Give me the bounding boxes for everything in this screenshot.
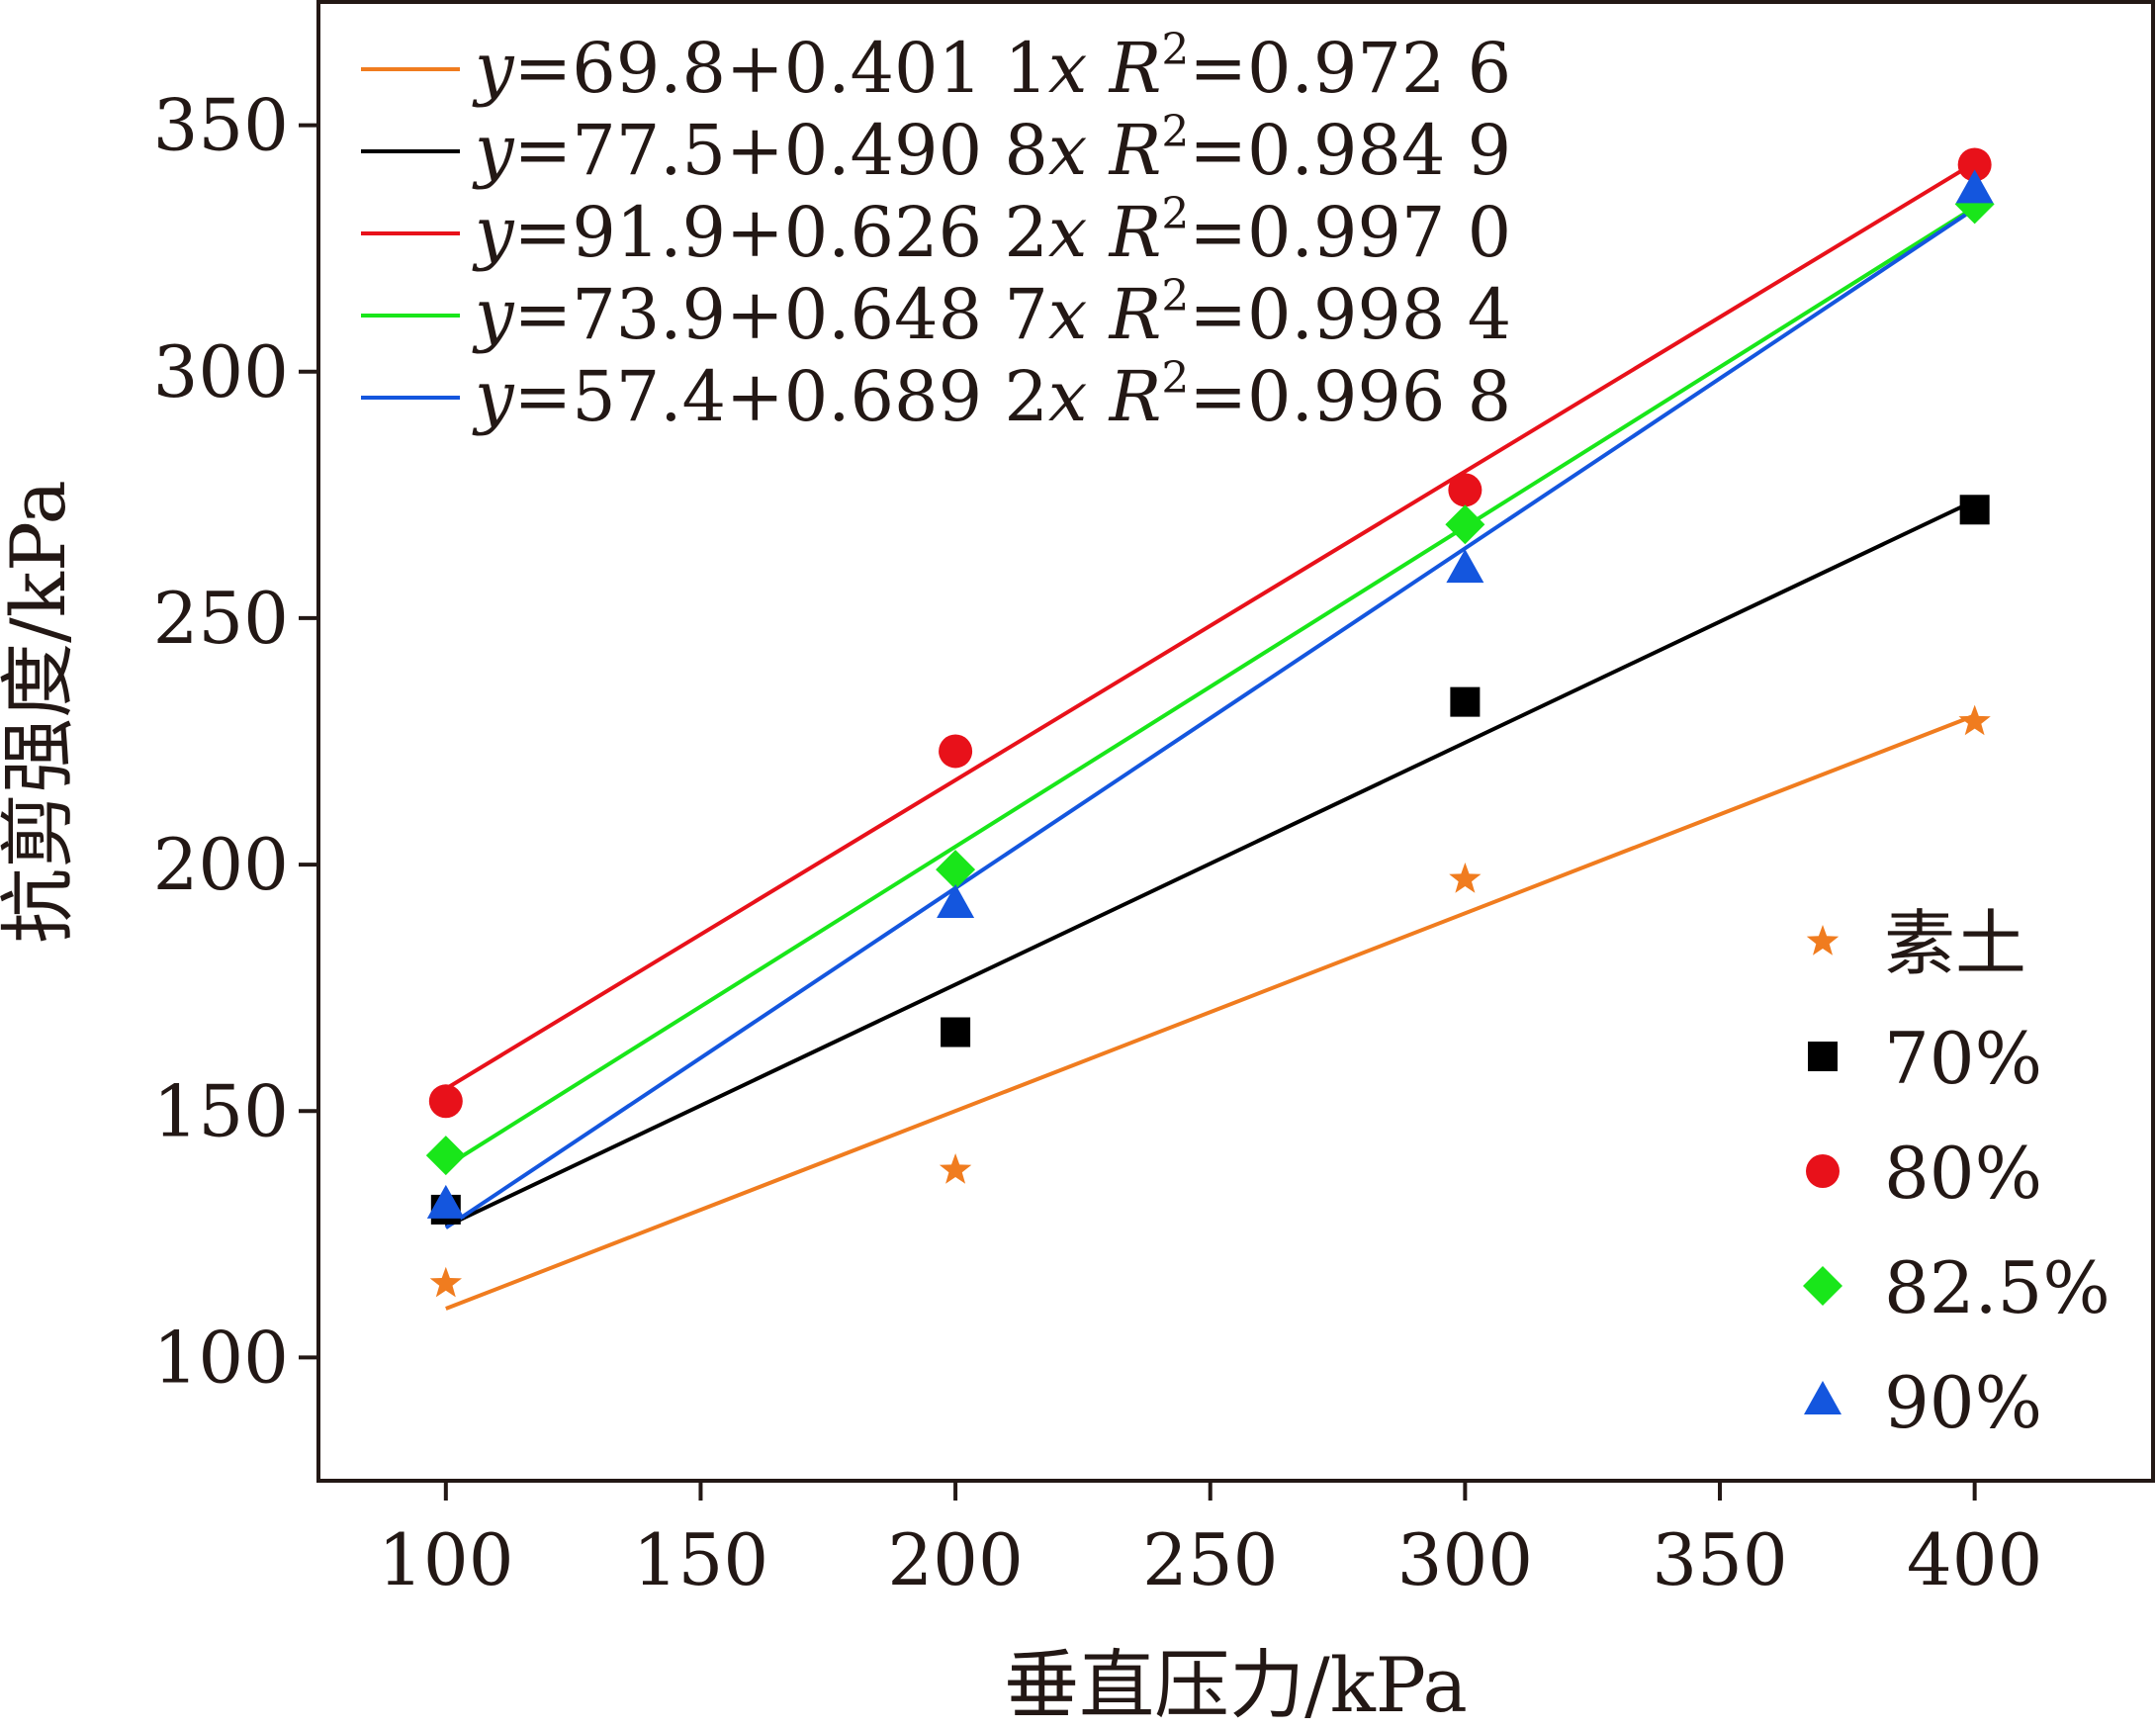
equation-part: 2	[1161, 271, 1189, 321]
equation-part: =69.8+0.401 1	[514, 28, 1048, 109]
equation-part: x	[1048, 274, 1087, 355]
data-point	[428, 1084, 463, 1119]
equation-part: =91.9+0.626 2	[514, 192, 1048, 273]
data-point	[1450, 686, 1481, 717]
equation-part: x	[1048, 192, 1087, 273]
equation-part: x	[1048, 110, 1087, 191]
equation-part: y	[472, 356, 515, 437]
equation-part: =0.996 8	[1189, 356, 1511, 437]
data-point	[1445, 504, 1485, 545]
y-axis-label: 抗剪强度/kPa	[0, 480, 82, 944]
fit-line	[444, 207, 1976, 1229]
equation-part	[1087, 192, 1109, 273]
series-legend: 素土 70% 80% 82.5% 90%	[1803, 902, 2111, 1444]
plot-frame	[316, 0, 2155, 1483]
equation-part: 2	[1161, 353, 1189, 404]
x-tick-label: 350	[1652, 1518, 1787, 1601]
y-tick-label: 150	[153, 1069, 289, 1152]
equation-part: R	[1108, 356, 1162, 437]
fit-line	[444, 160, 1976, 1091]
legend-marker	[1808, 1042, 1838, 1071]
legend-marker	[1806, 925, 1840, 956]
x-axis-label: 垂直压力/kPa	[1004, 1641, 1468, 1729]
data-point	[425, 1136, 466, 1176]
data-point	[939, 1153, 972, 1184]
y-tick-label: 250	[153, 577, 289, 660]
equation-part	[1087, 110, 1109, 191]
y-tick-label: 100	[153, 1316, 289, 1399]
y-tick-label: 300	[153, 330, 289, 413]
data-point	[937, 883, 975, 918]
y-axis-ticks: 100 150 200 250 300 350	[153, 84, 318, 1399]
equation-part: =57.4+0.689 2	[514, 356, 1048, 437]
x-tick-label: 400	[1907, 1518, 2042, 1601]
x-tick-label: 100	[378, 1518, 513, 1601]
x-tick-label: 250	[1142, 1518, 1278, 1601]
equation-part: R	[1108, 274, 1162, 355]
data-point	[936, 850, 976, 890]
equation-part: =77.5+0.490 8	[514, 110, 1048, 191]
equation-part: R	[1108, 28, 1162, 109]
equation-part: y	[472, 274, 515, 355]
fit-line	[444, 205, 1976, 1168]
x-tick-label: 200	[887, 1518, 1023, 1601]
data-point	[1448, 473, 1482, 507]
data-point	[1955, 169, 1994, 204]
equation-part: y	[472, 192, 515, 273]
data-point	[1449, 863, 1482, 893]
equation-part: =0.984 9	[1189, 110, 1511, 191]
fit-line	[445, 713, 1976, 1311]
equation-part: y	[472, 28, 515, 109]
equation-part: 2	[1161, 25, 1189, 75]
fit-lines	[444, 160, 1976, 1311]
equation-part: R	[1108, 110, 1162, 191]
equation-part: x	[1048, 356, 1087, 437]
fit-equation: y=73.9+0.648 7x R2=0.998 4	[472, 271, 1511, 355]
x-tick-label: 150	[633, 1518, 768, 1601]
legend-label: 82.5%	[1884, 1246, 2111, 1329]
legend-label: 70%	[1884, 1017, 2042, 1100]
equation-part: y	[472, 110, 515, 191]
legend-label: 90%	[1884, 1361, 2042, 1444]
legend-label: 80%	[1884, 1132, 2042, 1215]
equation-part: =0.972 6	[1189, 28, 1511, 109]
equation-part: =0.997 0	[1189, 192, 1511, 273]
equation-part: 2	[1161, 189, 1189, 239]
fit-line	[444, 499, 1976, 1229]
equation-part: =0.998 4	[1189, 274, 1511, 355]
legend-marker	[1803, 1266, 1842, 1306]
fit-equation: y=91.9+0.626 2x R2=0.997 0	[472, 189, 1511, 273]
equation-part: x	[1048, 28, 1087, 109]
legend-marker	[1806, 1154, 1840, 1188]
data-point	[1957, 147, 1992, 182]
legend-marker	[1804, 1381, 1842, 1414]
equation-part: R	[1108, 192, 1162, 273]
equation-part	[1087, 356, 1109, 437]
data-point	[1446, 549, 1484, 584]
data-point	[939, 734, 973, 769]
fit-equation-legend: y=69.8+0.401 1x R2=0.972 6y=77.5+0.490 8…	[361, 25, 1511, 437]
equation-part: 2	[1161, 107, 1189, 157]
legend-label: 素土	[1884, 902, 2026, 985]
data-point	[1959, 495, 1990, 525]
equation-part: =73.9+0.648 7	[514, 274, 1048, 355]
data-point	[941, 1017, 971, 1047]
y-tick-label: 350	[153, 84, 289, 167]
x-axis-ticks: 100 150 200 250 300 350 400	[378, 1481, 2042, 1601]
data-point	[429, 1266, 462, 1298]
fit-equation: y=77.5+0.490 8x R2=0.984 9	[472, 107, 1511, 191]
fit-equation: y=69.8+0.401 1x R2=0.972 6	[472, 25, 1511, 109]
y-tick-label: 200	[153, 823, 289, 906]
fit-equation: y=57.4+0.689 2x R2=0.996 8	[472, 353, 1511, 437]
data-points	[425, 147, 1995, 1298]
data-point	[426, 1184, 465, 1219]
equation-part	[1087, 28, 1109, 109]
x-tick-label: 300	[1397, 1518, 1533, 1601]
data-point	[1958, 704, 1991, 736]
equation-part	[1087, 274, 1109, 355]
